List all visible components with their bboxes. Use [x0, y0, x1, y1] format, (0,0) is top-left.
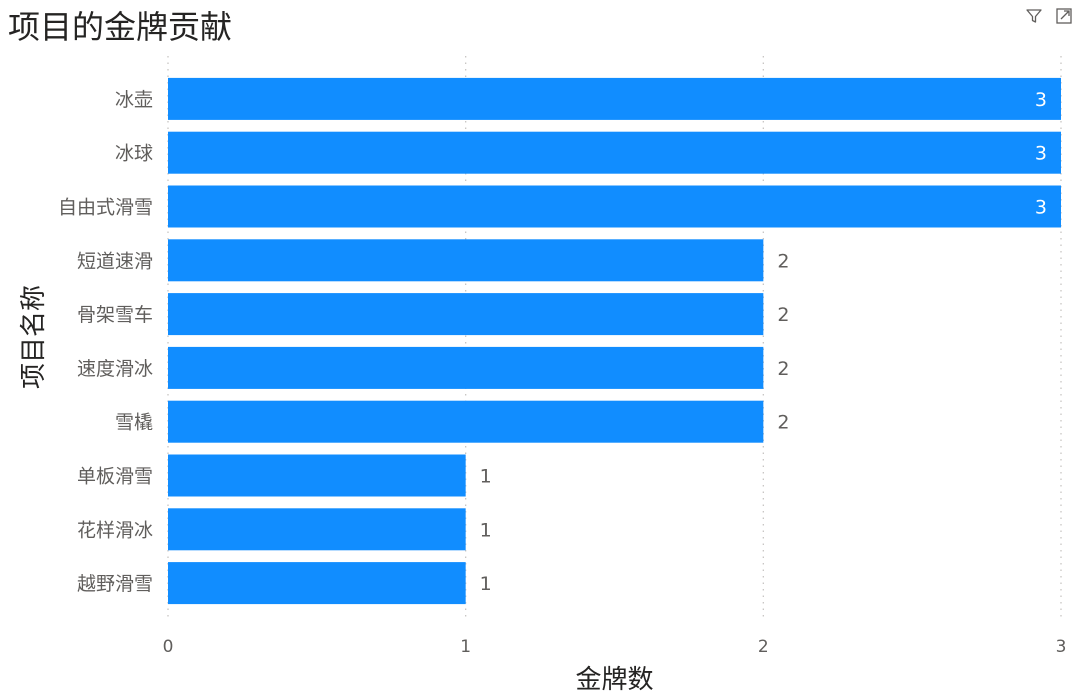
bar[interactable] [168, 77, 1061, 120]
data-label: 3 [1035, 143, 1047, 165]
bar[interactable] [168, 454, 466, 497]
data-label: 1 [480, 466, 492, 488]
bar[interactable] [168, 131, 1061, 174]
x-tick-label: 3 [1056, 637, 1067, 657]
y-axis-title: 项目名称 [19, 285, 49, 389]
category-label: 自由式滑雪 [58, 197, 153, 219]
category-label: 骨架雪车 [77, 304, 153, 326]
bar[interactable] [168, 185, 1061, 228]
data-label: 1 [480, 573, 492, 595]
x-tick-label: 0 [163, 637, 174, 657]
data-label: 2 [777, 412, 789, 434]
category-label: 单板滑雪 [77, 466, 153, 488]
visual-header [1024, 6, 1074, 26]
data-label: 3 [1035, 89, 1047, 111]
bar[interactable] [168, 293, 764, 336]
bar[interactable] [168, 239, 764, 282]
category-label: 雪橇 [115, 412, 153, 434]
category-label: 越野滑雪 [77, 573, 153, 595]
category-label: 花样滑冰 [77, 519, 153, 541]
x-axis-title: 金牌数 [575, 665, 653, 695]
data-label: 2 [777, 250, 789, 272]
bar[interactable] [168, 508, 466, 551]
data-label: 3 [1035, 197, 1047, 219]
x-tick-label: 1 [460, 637, 471, 657]
bar[interactable] [168, 346, 764, 389]
category-label: 冰壶 [115, 89, 153, 111]
chart-title: 项目的金牌贡献 [8, 8, 233, 46]
category-label: 短道速滑 [77, 250, 153, 272]
category-label: 速度滑冰 [77, 358, 153, 380]
value-axis: 0 1 2 3 [163, 637, 1067, 657]
data-label: 2 [777, 304, 789, 326]
filter-icon[interactable] [1024, 6, 1044, 26]
data-labels: 3 3 3 2 2 2 2 1 1 1 [480, 89, 1047, 595]
focus-mode-icon[interactable] [1054, 6, 1074, 26]
bar[interactable] [168, 400, 764, 443]
x-tick-label: 2 [758, 637, 769, 657]
bar[interactable] [168, 562, 466, 605]
data-label: 2 [777, 358, 789, 380]
category-label: 冰球 [115, 143, 153, 165]
data-label: 1 [480, 519, 492, 541]
bars [168, 77, 1061, 605]
